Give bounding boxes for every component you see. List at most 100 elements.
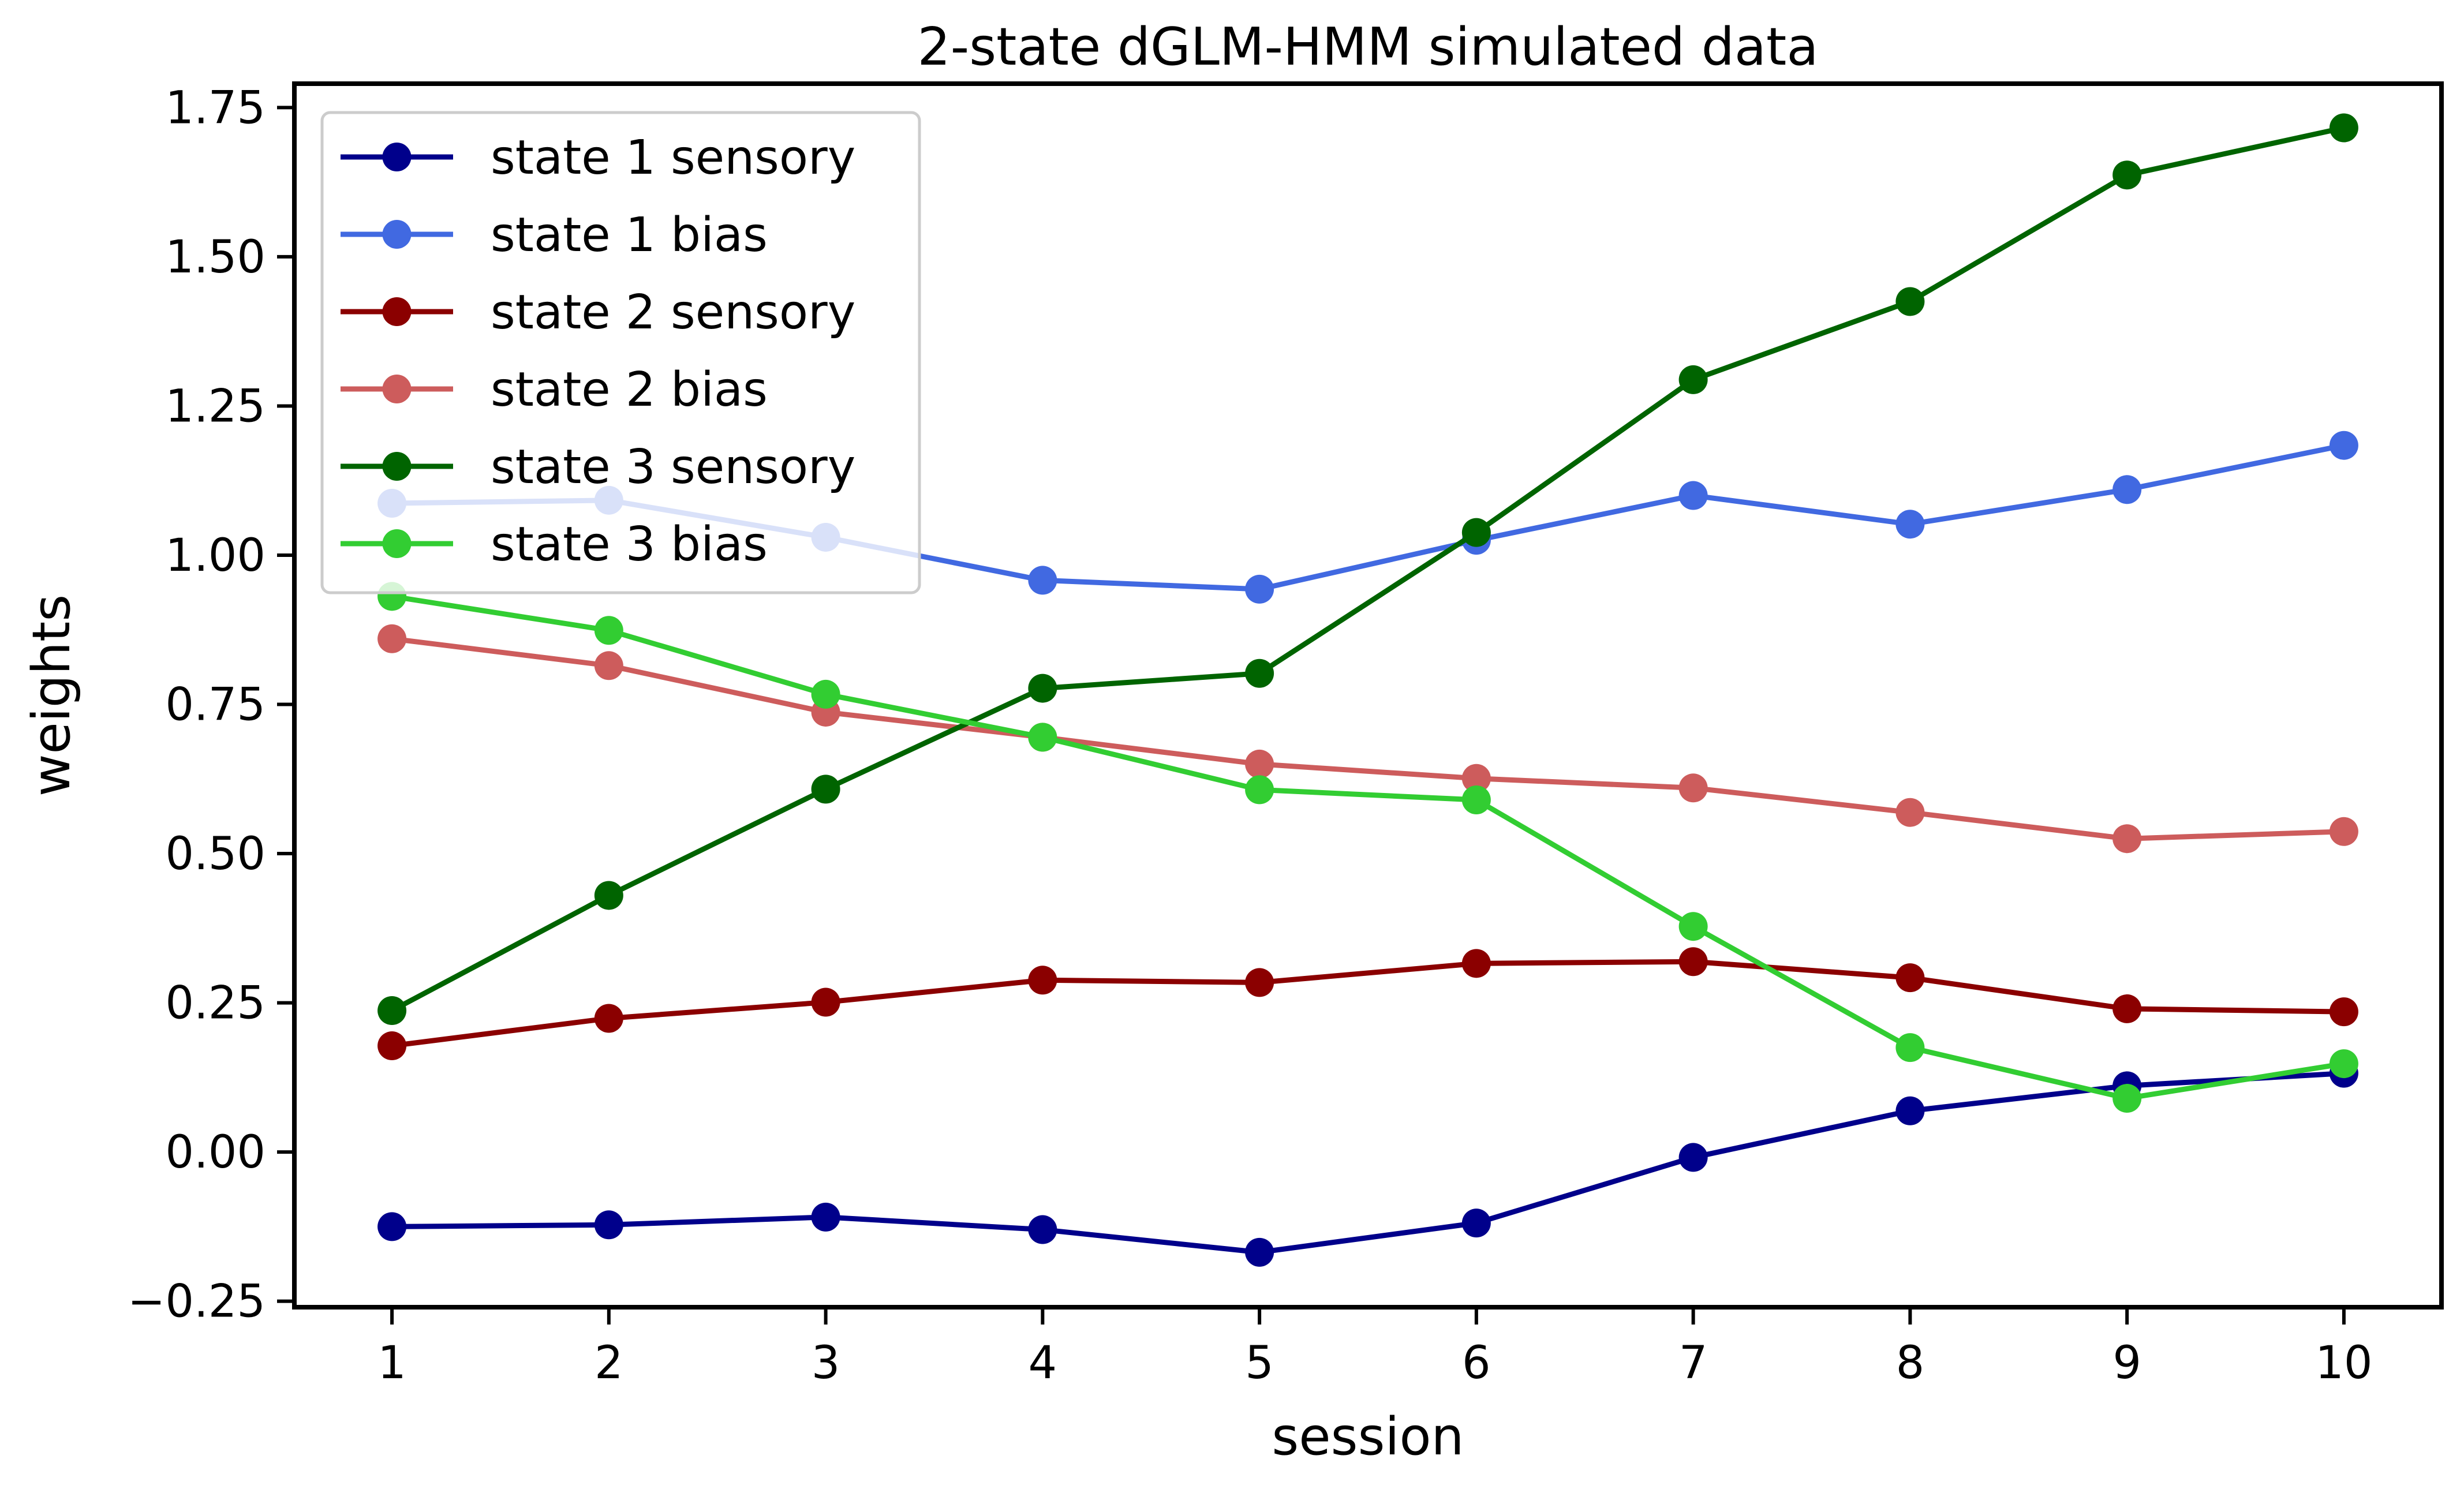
y-axis-ticks: −0.25 0.00 0.25 0.50 0.75 1.00 1.25 1.50 1.75 [128, 82, 294, 1328]
data-point [1895, 1096, 1925, 1125]
legend-label: state 2 bias [491, 362, 768, 417]
data-point [594, 881, 623, 910]
legend-label: state 3 sensory [491, 440, 855, 495]
data-point [2329, 997, 2358, 1027]
chart-title: 2-state dGLM-HMM simulated data [918, 17, 1819, 77]
data-point [1028, 966, 1057, 995]
y-tick-label: 1.50 [165, 231, 266, 283]
data-point [811, 987, 840, 1017]
data-point [2329, 113, 2358, 143]
y-tick-label: 0.50 [165, 828, 266, 880]
data-point [594, 1210, 623, 1240]
data-point [1678, 947, 1708, 977]
data-point [2329, 1049, 2358, 1079]
data-point [594, 1004, 623, 1033]
data-point [1895, 287, 1925, 316]
legend-label: state 2 sensory [491, 285, 855, 340]
legend-marker [382, 529, 412, 558]
data-point [377, 1212, 407, 1241]
series-line [389, 1071, 2347, 1255]
series-line [389, 125, 2347, 1013]
x-tick-label: 9 [2112, 1337, 2141, 1389]
x-tick-label: 8 [1896, 1337, 1925, 1389]
data-point [2329, 817, 2358, 846]
legend-entry: state 2 sensory [341, 285, 855, 340]
data-point [1895, 798, 1925, 827]
data-point [377, 996, 407, 1026]
data-point [1461, 785, 1491, 814]
x-tick-label: 2 [594, 1337, 623, 1389]
series-line [389, 593, 2347, 1101]
legend: state 1 sensory state 1 bias state 2 senso… [320, 111, 921, 594]
x-tick-label: 5 [1245, 1337, 1274, 1389]
legend-marker [382, 452, 412, 481]
data-point [811, 679, 840, 709]
legend-label: state 3 bias [491, 517, 768, 572]
legend-marker [382, 143, 412, 171]
data-point [1028, 674, 1057, 703]
legend-label: state 1 sensory [491, 130, 855, 185]
data-point [1678, 1143, 1708, 1172]
data-point [811, 775, 840, 804]
data-point [1028, 566, 1057, 595]
data-point [1461, 764, 1491, 793]
y-axis-label: weights [21, 594, 82, 796]
data-point [1895, 963, 1925, 993]
data-point [2112, 1084, 2142, 1113]
legend-marker [382, 220, 412, 249]
legend-box [320, 111, 921, 594]
data-point [1028, 723, 1057, 752]
x-tick-label: 7 [1679, 1337, 1708, 1389]
x-tick-label: 6 [1462, 1337, 1491, 1389]
legend-entry: state 3 bias [341, 517, 768, 572]
y-tick-label: 0.00 [165, 1127, 266, 1179]
y-tick-label: 0.25 [165, 978, 266, 1030]
y-tick-label: 0.75 [165, 679, 266, 731]
data-point [2112, 824, 2142, 854]
legend-entries: state 1 sensory state 1 bias state 2 senso… [341, 130, 855, 572]
legend-entry: state 1 sensory [341, 130, 855, 185]
plot-frame [292, 81, 2444, 1310]
legend-entry: state 3 sensory [341, 440, 855, 495]
x-axis-ticks: 1 2 3 4 5 6 7 8 9 10 [377, 1307, 2373, 1389]
data-point [1678, 773, 1708, 803]
y-tick-label: 1.75 [165, 82, 266, 134]
series-layer [377, 113, 2358, 1267]
data-point [594, 651, 623, 680]
series-state-2-sensory [377, 947, 2358, 1061]
plot-area [377, 113, 2358, 1267]
legend-marker [382, 375, 412, 403]
series-state-3-sensory [377, 113, 2358, 1026]
series-line [389, 636, 2347, 841]
data-point [1028, 1215, 1057, 1244]
legend-marker [382, 297, 412, 326]
data-point [1245, 775, 1274, 805]
y-tick-label: −0.25 [128, 1276, 266, 1328]
legend-entry: state 2 bias [341, 362, 768, 417]
x-tick-label: 4 [1029, 1337, 1057, 1389]
data-point [2329, 431, 2358, 460]
data-point [377, 624, 407, 653]
data-point [811, 1202, 840, 1232]
data-point [2112, 475, 2142, 504]
data-point [1245, 574, 1274, 604]
data-point [1895, 1033, 1925, 1062]
data-point [594, 616, 623, 645]
data-point [1245, 659, 1274, 688]
data-point [1461, 1209, 1491, 1238]
data-point [1245, 968, 1274, 997]
series-line [389, 959, 2347, 1049]
data-point [1678, 481, 1708, 510]
x-axis-label: session [1272, 1406, 1464, 1467]
data-point [1461, 949, 1491, 978]
legend-entry: state 1 bias [341, 208, 768, 263]
data-point [377, 1031, 407, 1061]
data-point [1245, 1237, 1274, 1267]
data-point [1245, 749, 1274, 779]
data-point [1678, 912, 1708, 941]
x-tick-label: 1 [377, 1337, 406, 1389]
y-tick-label: 1.25 [165, 380, 266, 432]
data-point [1461, 518, 1491, 547]
y-tick-label: 1.00 [165, 530, 266, 582]
data-point [2112, 160, 2142, 190]
